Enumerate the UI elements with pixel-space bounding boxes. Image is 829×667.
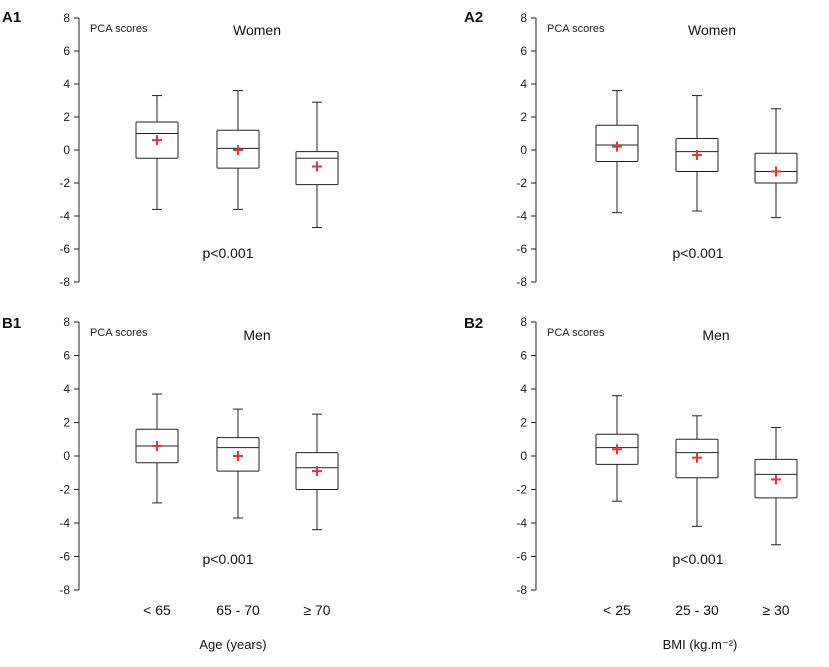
x-category-label: ≥ 70 [303, 602, 330, 618]
box-3 [754, 108, 798, 219]
y-tick-label: 4 [63, 382, 70, 396]
y-tick-label: -2 [59, 483, 70, 497]
panel-title: Men [243, 327, 270, 343]
y-tick-label: 6 [63, 44, 70, 58]
x-category-label: < 25 [603, 602, 631, 618]
x-axis-label: Age (years) [199, 637, 266, 652]
panel-label: A1 [2, 9, 21, 26]
y-tick-label: -8 [59, 583, 70, 597]
y-tick-label: 2 [63, 110, 70, 124]
y-tick-label: -6 [516, 550, 527, 564]
y-tick-label: 4 [520, 77, 527, 91]
box-3 [754, 427, 798, 546]
box-1 [135, 393, 179, 504]
panel-label: B2 [464, 315, 483, 332]
y-tick-label: -4 [59, 516, 70, 530]
y-tick-label: -6 [516, 242, 527, 256]
y-tick-label: 0 [520, 143, 527, 157]
box-1 [595, 395, 639, 502]
y-tick-label: 2 [520, 416, 527, 430]
y-tick-label: 6 [520, 349, 527, 363]
y-tick-label: 4 [520, 382, 527, 396]
y-tick-label: 8 [63, 315, 70, 329]
chart-panel-b2: 8 6 4 2 0 -2 -4 -6 -8 B2 PCA scores Men p<0.001 < 25 2… [464, 315, 798, 652]
x-category-label: 65 - 70 [216, 602, 260, 618]
box-2 [216, 408, 260, 519]
y-tick-label: 8 [520, 11, 527, 25]
chart-panel-b1: 8 6 4 2 0 -2 -4 -6 -8 B1 PCA scores Men p<0.001 < 65 6… [2, 315, 339, 652]
box-1 [595, 90, 639, 214]
box-3 [295, 413, 339, 531]
y-tick-label: -4 [59, 209, 70, 223]
y-tick-label: 8 [63, 11, 70, 25]
panel-label: B1 [2, 315, 21, 332]
chart-panel-a2: 8 6 4 2 0 -2 -4 -6 -8 A2 PCA scores Women p<0.001 [464, 9, 798, 289]
y-axis-label: PCA scores [547, 327, 605, 339]
y-axis-label: PCA scores [90, 23, 148, 35]
y-tick-label: -6 [59, 242, 70, 256]
x-category-label: 25 - 30 [675, 602, 719, 618]
panel-title: Women [688, 22, 736, 38]
y-tick-label: -4 [516, 209, 527, 223]
y-tick-label: 0 [63, 143, 70, 157]
x-axis-label: BMI (kg.m⁻²) [663, 637, 738, 652]
y-tick-label: 8 [520, 315, 527, 329]
p-value-annotation: p<0.001 [673, 551, 724, 567]
y-tick-label: -4 [516, 516, 527, 530]
y-tick-label: -2 [516, 176, 527, 190]
box-2 [675, 95, 719, 212]
y-tick-label: 6 [63, 349, 70, 363]
chart-panel-a1: 8 6 4 2 0 -2 -4 -6 -8 A1 PCA scores Women p<0.001 [2, 9, 339, 289]
y-tick-label: 0 [520, 449, 527, 463]
panel-label: A2 [464, 9, 483, 26]
y-tick-label: 2 [520, 110, 527, 124]
y-tick-label: 0 [63, 449, 70, 463]
y-tick-label: -8 [59, 275, 70, 289]
y-tick-label: -8 [516, 275, 527, 289]
y-axis-label: PCA scores [547, 23, 605, 35]
p-value-annotation: p<0.001 [203, 245, 254, 261]
panel-title: Women [233, 22, 281, 38]
box-3 [295, 101, 339, 229]
y-tick-label: 4 [63, 77, 70, 91]
p-value-annotation: p<0.001 [673, 245, 724, 261]
panel-title: Men [702, 327, 729, 343]
y-tick-label: -2 [59, 176, 70, 190]
p-value-annotation: p<0.001 [203, 551, 254, 567]
y-tick-label: -2 [516, 483, 527, 497]
x-category-label: < 65 [143, 602, 171, 618]
y-tick-label: -6 [59, 550, 70, 564]
x-category-label: ≥ 30 [762, 602, 789, 618]
box-1 [135, 95, 179, 210]
y-tick-label: 6 [520, 44, 527, 58]
box-2 [675, 415, 719, 527]
y-tick-label: 2 [63, 416, 70, 430]
box-2 [216, 90, 260, 210]
y-tick-label: -8 [516, 583, 527, 597]
y-axis-label: PCA scores [90, 327, 148, 339]
